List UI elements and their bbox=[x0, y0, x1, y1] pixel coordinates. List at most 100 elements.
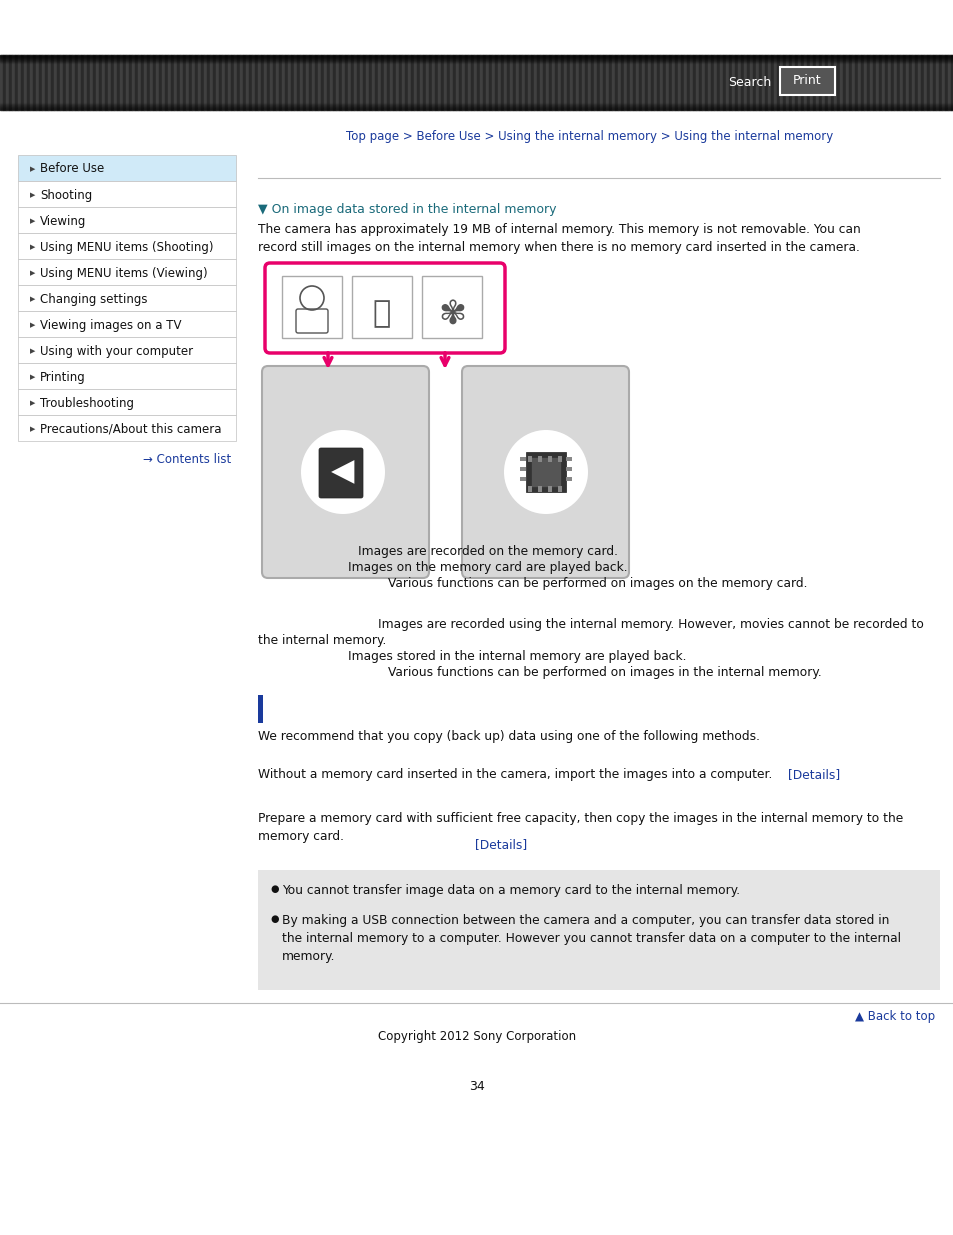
Text: Viewing images on a TV: Viewing images on a TV bbox=[40, 319, 181, 331]
Text: ▶: ▶ bbox=[30, 270, 35, 275]
Bar bbox=[707, 56, 710, 110]
Bar bbox=[537, 456, 541, 462]
Bar bbox=[275, 56, 278, 110]
Bar bbox=[569, 56, 573, 110]
Text: ▶: ▶ bbox=[30, 374, 35, 380]
Bar bbox=[830, 56, 833, 110]
Bar bbox=[84, 56, 87, 110]
Bar bbox=[398, 56, 401, 110]
Bar bbox=[359, 56, 363, 110]
Bar bbox=[710, 56, 713, 110]
Bar bbox=[207, 56, 210, 110]
Bar bbox=[878, 56, 882, 110]
Bar bbox=[519, 457, 525, 461]
Text: Using MENU items (Viewing): Using MENU items (Viewing) bbox=[40, 267, 208, 279]
Bar bbox=[863, 56, 866, 110]
FancyBboxPatch shape bbox=[461, 366, 628, 578]
Bar bbox=[294, 56, 296, 110]
Bar bbox=[380, 56, 384, 110]
Bar bbox=[812, 56, 815, 110]
Bar bbox=[243, 56, 246, 110]
Bar bbox=[92, 56, 96, 110]
Text: ●: ● bbox=[270, 884, 278, 894]
Text: We recommend that you copy (back up) data using one of the following methods.: We recommend that you copy (back up) dat… bbox=[257, 730, 760, 743]
Bar bbox=[701, 56, 704, 110]
Bar bbox=[558, 456, 561, 462]
Bar bbox=[252, 56, 254, 110]
Bar bbox=[527, 56, 531, 110]
Bar bbox=[320, 56, 324, 110]
Bar bbox=[539, 56, 542, 110]
Bar bbox=[69, 56, 71, 110]
Bar bbox=[746, 56, 749, 110]
Bar bbox=[854, 56, 857, 110]
Bar bbox=[240, 56, 243, 110]
Bar bbox=[920, 56, 923, 110]
Bar bbox=[453, 56, 456, 110]
Bar bbox=[476, 56, 479, 110]
Bar bbox=[222, 56, 225, 110]
Bar bbox=[288, 56, 291, 110]
Bar bbox=[788, 56, 791, 110]
Bar bbox=[324, 56, 327, 110]
Bar bbox=[770, 56, 773, 110]
Bar bbox=[563, 56, 566, 110]
Bar bbox=[599, 56, 602, 110]
Bar bbox=[911, 56, 914, 110]
Bar bbox=[390, 56, 393, 110]
Bar bbox=[18, 337, 235, 363]
Bar bbox=[393, 56, 395, 110]
Bar bbox=[620, 56, 623, 110]
Bar bbox=[75, 56, 78, 110]
Bar bbox=[314, 56, 317, 110]
Bar bbox=[602, 56, 605, 110]
Bar bbox=[518, 56, 521, 110]
Bar bbox=[225, 56, 228, 110]
Bar bbox=[503, 56, 506, 110]
Bar bbox=[21, 56, 24, 110]
Bar bbox=[890, 56, 893, 110]
Bar bbox=[537, 487, 541, 492]
Bar bbox=[282, 275, 341, 338]
Bar bbox=[120, 56, 123, 110]
Bar bbox=[626, 56, 629, 110]
Bar bbox=[740, 56, 743, 110]
Bar bbox=[842, 56, 845, 110]
Bar bbox=[815, 56, 818, 110]
Bar bbox=[497, 56, 500, 110]
Bar bbox=[857, 56, 861, 110]
Bar bbox=[584, 56, 587, 110]
Bar bbox=[204, 56, 207, 110]
Bar bbox=[395, 56, 398, 110]
Bar bbox=[654, 56, 657, 110]
Bar bbox=[228, 56, 231, 110]
Text: Images are recorded on the memory card.: Images are recorded on the memory card. bbox=[357, 545, 618, 558]
Bar bbox=[405, 56, 408, 110]
Bar bbox=[545, 56, 548, 110]
Text: Printing: Printing bbox=[40, 370, 86, 384]
Bar bbox=[764, 56, 767, 110]
Bar bbox=[198, 56, 201, 110]
Text: ▶: ▶ bbox=[30, 400, 35, 406]
Bar bbox=[306, 56, 309, 110]
Bar bbox=[780, 67, 834, 95]
Bar bbox=[482, 56, 485, 110]
Bar bbox=[210, 56, 213, 110]
Bar bbox=[18, 285, 235, 311]
Bar bbox=[639, 56, 641, 110]
Bar bbox=[437, 56, 440, 110]
Bar bbox=[749, 56, 752, 110]
Bar bbox=[18, 56, 21, 110]
Bar bbox=[432, 56, 435, 110]
Text: Shooting: Shooting bbox=[40, 189, 92, 201]
Bar bbox=[6, 56, 9, 110]
Bar bbox=[464, 56, 468, 110]
Bar bbox=[450, 56, 453, 110]
Bar bbox=[81, 56, 84, 110]
Bar bbox=[384, 56, 387, 110]
Text: Prepare a memory card with sufficient free capacity, then copy the images in the: Prepare a memory card with sufficient fr… bbox=[257, 811, 902, 844]
Bar bbox=[147, 56, 150, 110]
Bar bbox=[594, 56, 597, 110]
Bar bbox=[875, 56, 878, 110]
Bar bbox=[659, 56, 662, 110]
